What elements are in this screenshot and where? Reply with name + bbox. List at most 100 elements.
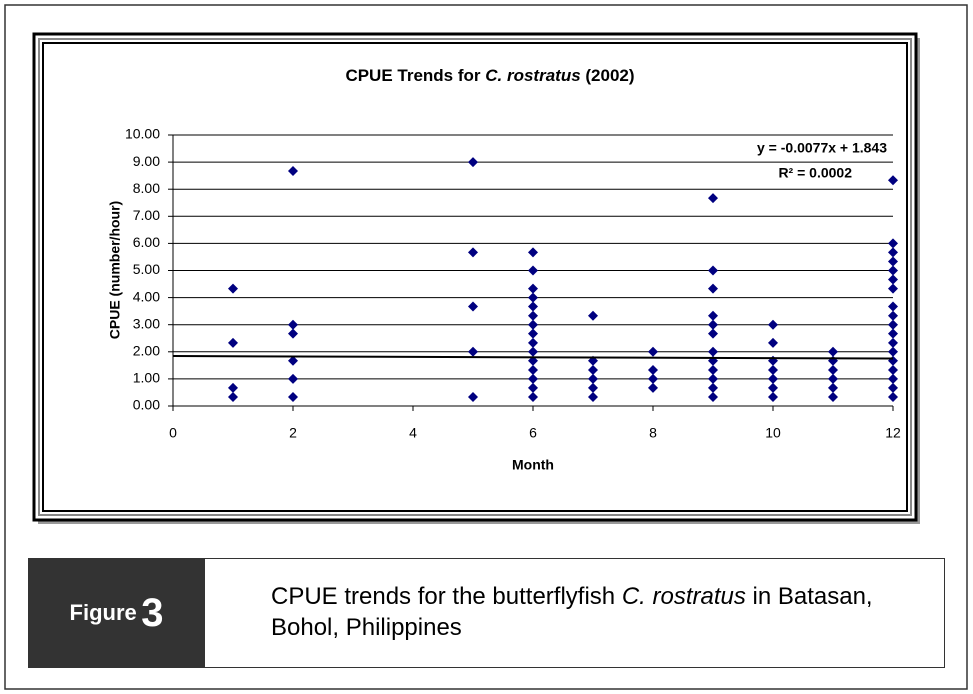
point — [468, 346, 478, 357]
point — [708, 193, 718, 204]
point — [888, 256, 898, 267]
y-tick-label: 0.00 — [133, 397, 160, 413]
point — [768, 373, 778, 384]
point — [828, 346, 838, 357]
point — [468, 157, 478, 168]
x-tick-label: 2 — [289, 425, 297, 441]
point — [528, 337, 538, 348]
point — [708, 346, 718, 357]
point — [528, 310, 538, 321]
point — [828, 382, 838, 393]
point — [648, 373, 658, 384]
point — [468, 392, 478, 403]
point — [828, 373, 838, 384]
x-tick-label: 12 — [885, 425, 901, 441]
title-part: C. rostratus — [485, 66, 580, 85]
point — [888, 283, 898, 294]
figure-label: Figure 3 — [28, 558, 205, 668]
point — [888, 301, 898, 312]
x-tick-label: 10 — [765, 425, 781, 441]
title-part: CPUE Trends for — [345, 66, 485, 85]
caption-part: in Batasan, Bohol, Philippines — [271, 583, 873, 641]
point — [888, 175, 898, 186]
point — [888, 346, 898, 357]
point — [708, 283, 718, 294]
point — [288, 166, 298, 177]
figure-word: Figure — [69, 600, 137, 625]
point — [648, 364, 658, 375]
point — [828, 364, 838, 375]
point — [528, 373, 538, 384]
point — [708, 328, 718, 339]
point — [708, 392, 718, 403]
frame-middle — [38, 38, 912, 516]
point — [528, 247, 538, 258]
point — [528, 392, 538, 403]
point — [528, 364, 538, 375]
point — [288, 319, 298, 330]
y-tick-label: 10.00 — [125, 126, 160, 142]
y-tick-label: 8.00 — [133, 180, 160, 196]
y-tick-label: 2.00 — [133, 343, 160, 359]
point — [888, 319, 898, 330]
point — [888, 274, 898, 285]
point — [888, 265, 898, 276]
point — [888, 328, 898, 339]
point — [888, 238, 898, 249]
y-tick-label: 1.00 — [133, 370, 160, 386]
point — [888, 382, 898, 393]
caption-part: CPUE trends for the butterflyfish — [271, 583, 622, 610]
frame-outer — [32, 32, 918, 522]
point — [288, 328, 298, 339]
point — [708, 310, 718, 321]
point — [588, 382, 598, 393]
x-tick-label: 4 — [409, 425, 417, 441]
trend-equation: y = -0.0077x + 1.843 — [757, 140, 887, 156]
point — [228, 382, 238, 393]
point — [288, 355, 298, 366]
y-tick-label: 3.00 — [133, 315, 160, 331]
point — [588, 364, 598, 375]
point — [768, 337, 778, 348]
frame-inner — [42, 42, 908, 512]
point — [228, 337, 238, 348]
point — [708, 319, 718, 330]
y-tick-label: 5.00 — [133, 261, 160, 277]
outer-border — [4, 4, 968, 690]
point — [228, 283, 238, 294]
point — [828, 392, 838, 403]
point — [528, 319, 538, 330]
trendline — [172, 355, 894, 360]
y-tick-label: 7.00 — [133, 207, 160, 223]
x-tick-label: 6 — [529, 425, 537, 441]
point — [768, 382, 778, 393]
y-tick-label: 4.00 — [133, 288, 160, 304]
point — [528, 346, 538, 357]
point — [888, 337, 898, 348]
point — [228, 392, 238, 403]
point — [528, 283, 538, 294]
x-tick-label: 0 — [169, 425, 177, 441]
point — [888, 364, 898, 375]
point — [708, 265, 718, 276]
point — [708, 364, 718, 375]
y-tick-label: 9.00 — [133, 153, 160, 169]
point — [468, 301, 478, 312]
caption-part: C. rostratus — [621, 583, 746, 610]
point — [288, 373, 298, 384]
y-tick-label: 6.00 — [133, 234, 160, 250]
point — [588, 373, 598, 384]
point — [648, 346, 658, 357]
point — [528, 328, 538, 339]
point — [528, 301, 538, 312]
point — [528, 382, 538, 393]
title-part: (2002) — [581, 66, 635, 85]
x-axis-label: Month — [512, 457, 554, 473]
caption: CPUE trends for the butterflyfish C. ros… — [205, 558, 945, 668]
x-tick-label: 8 — [649, 425, 657, 441]
point — [588, 392, 598, 403]
trend-r2: R² = 0.0002 — [778, 165, 852, 181]
figure-number: 3 — [141, 590, 164, 635]
